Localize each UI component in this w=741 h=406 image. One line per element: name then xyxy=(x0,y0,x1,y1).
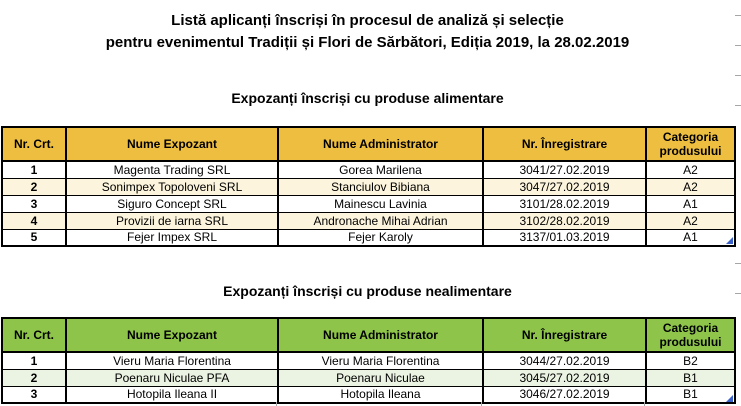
column-header-categoria-produsului: Categoria produsului xyxy=(645,126,736,162)
cell-categoria: B1 xyxy=(645,368,736,387)
table-header-row: Nr. Crt. Nume Expozant Nume Administrato… xyxy=(1,126,736,162)
fill-handle-icon xyxy=(726,395,733,402)
cell-nume-administrator: Vieru Maria Florentina xyxy=(277,351,484,370)
column-header-nr-inregistrare: Nr. Înregistrare xyxy=(482,317,647,353)
cell-categoria: A2 xyxy=(645,177,736,196)
column-header-nr-inregistrare: Nr. Înregistrare xyxy=(482,126,647,162)
cell-nr-inregistrare: 3045/27.02.2019 xyxy=(482,368,647,387)
cell-categoria: A1 xyxy=(645,194,736,213)
cell-nume-expozant: Magenta Trading SRL xyxy=(65,160,279,179)
gridline-dash xyxy=(735,15,741,16)
cell-nr-crt: 2 xyxy=(1,368,67,387)
table-nealimentare: Nr. Crt. Nume Expozant Nume Administrato… xyxy=(1,317,736,404)
gridline-dash xyxy=(735,263,741,264)
cell-nr-inregistrare: 3137/01.03.2019 xyxy=(482,228,647,247)
cell-nr-crt: 1 xyxy=(1,160,67,179)
column-header-nume-administrator: Nume Administrator xyxy=(277,126,484,162)
cell-nume-administrator: Andronache Mihai Adrian xyxy=(277,211,484,230)
cell-nr-inregistrare: 3046/27.02.2019 xyxy=(482,385,647,404)
column-gridline-stub xyxy=(276,402,277,406)
column-header-nr-crt: Nr. Crt. xyxy=(1,317,67,353)
cell-nume-expozant: Vieru Maria Florentina xyxy=(65,351,279,370)
cell-nume-expozant: Siguro Concept SRL xyxy=(65,194,279,213)
column-gridline-stub xyxy=(644,402,645,406)
cell-categoria: A1 xyxy=(645,228,736,247)
cell-nume-administrator: Fejer Karoly xyxy=(277,228,484,247)
cell-nr-inregistrare: 3047/27.02.2019 xyxy=(482,177,647,196)
cell-nume-administrator: Poenaru Niculae xyxy=(277,368,484,387)
table-row: 1 Magenta Trading SRL Gorea Marilena 304… xyxy=(1,160,736,179)
cell-nume-administrator: Hotopila Ileana xyxy=(277,385,484,404)
cell-categoria: B1 xyxy=(645,385,736,404)
cell-nume-administrator: Gorea Marilena xyxy=(277,160,484,179)
cell-nume-administrator: Stanciulov Bibiana xyxy=(277,177,484,196)
gridline-dash xyxy=(735,75,741,76)
table-row: 3 Siguro Concept SRL Mainescu Lavinia 31… xyxy=(1,194,736,213)
table-row: 5 Fejer Impex SRL Fejer Karoly 3137/01.0… xyxy=(1,228,736,247)
table-header-row: Nr. Crt. Nume Expozant Nume Administrato… xyxy=(1,317,736,353)
table-row: 3 Hotopila Ileana II Hotopila Ileana 304… xyxy=(1,385,736,404)
cell-nr-inregistrare: 3041/27.02.2019 xyxy=(482,160,647,179)
column-header-nume-expozant: Nume Expozant xyxy=(65,126,279,162)
column-gridline-stub xyxy=(481,402,482,406)
cell-nume-expozant: Poenaru Niculae PFA xyxy=(65,368,279,387)
cell-nr-crt: 5 xyxy=(1,228,67,247)
cell-categoria: A2 xyxy=(645,211,736,230)
table-row: 2 Sonimpex Topoloveni SRL Stanciulov Bib… xyxy=(1,177,736,196)
cell-nume-expozant: Sonimpex Topoloveni SRL xyxy=(65,177,279,196)
cell-nr-inregistrare: 3101/28.02.2019 xyxy=(482,194,647,213)
column-header-nume-expozant: Nume Expozant xyxy=(65,317,279,353)
gridline-dash xyxy=(735,293,741,294)
column-header-nr-crt: Nr. Crt. xyxy=(1,126,67,162)
cell-categoria: B2 xyxy=(645,351,736,370)
section-heading-nealimentare: Expozanți înscriși cu produse nealimenta… xyxy=(223,283,512,299)
table-row: 1 Vieru Maria Florentina Vieru Maria Flo… xyxy=(1,351,736,370)
document-title-line2: pentru evenimentul Tradiții și Flori de … xyxy=(105,34,630,51)
cell-nr-crt: 2 xyxy=(1,177,67,196)
table-row: 2 Poenaru Niculae PFA Poenaru Niculae 30… xyxy=(1,368,736,387)
cell-nr-crt: 1 xyxy=(1,351,67,370)
table-alimentare: Nr. Crt. Nume Expozant Nume Administrato… xyxy=(1,126,736,247)
cell-nume-expozant: Hotopila Ileana II xyxy=(65,385,279,404)
document-title-line1: Listă aplicanți înscriși în procesul de … xyxy=(171,12,564,29)
table-row: 4 Provizii de iarna SRL Andronache Mihai… xyxy=(1,211,736,230)
section-heading-alimentare: Expozanți înscriși cu produse alimentare xyxy=(231,90,504,106)
cell-nr-crt: 3 xyxy=(1,194,67,213)
cell-nume-expozant: Fejer Impex SRL xyxy=(65,228,279,247)
column-header-categoria-produsului: Categoria produsului xyxy=(645,317,736,353)
gridline-dash xyxy=(735,45,741,46)
cell-categoria: A2 xyxy=(645,160,736,179)
cell-nume-expozant: Provizii de iarna SRL xyxy=(65,211,279,230)
cell-nr-inregistrare: 3044/27.02.2019 xyxy=(482,351,647,370)
cell-nr-inregistrare: 3102/28.02.2019 xyxy=(482,211,647,230)
gridline-dash xyxy=(735,105,741,106)
cell-nume-administrator: Mainescu Lavinia xyxy=(277,194,484,213)
cell-nr-crt: 4 xyxy=(1,211,67,230)
column-header-nume-administrator: Nume Administrator xyxy=(277,317,484,353)
cell-nr-crt: 3 xyxy=(1,385,67,404)
fill-handle-icon xyxy=(726,237,733,244)
